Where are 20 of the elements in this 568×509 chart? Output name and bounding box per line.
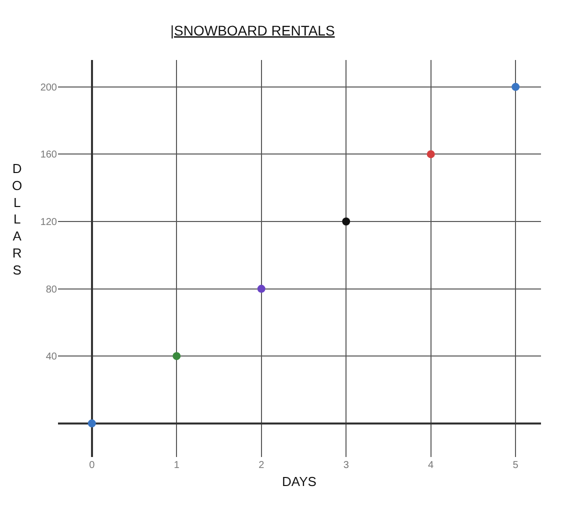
x-tick-label: 5 — [512, 460, 519, 471]
y-tick-label: 80 — [46, 284, 58, 296]
point — [88, 419, 96, 428]
x-tick-label: 0 — [89, 460, 96, 471]
y-tick-label: 160 — [40, 150, 58, 161]
x-axis-title: DAYS — [282, 474, 317, 489]
x-tick-label: 3 — [343, 460, 350, 471]
y-tick-label: 120 — [40, 216, 58, 228]
point — [426, 150, 435, 158]
point — [172, 352, 181, 360]
point — [342, 217, 350, 226]
x-tick-label: 2 — [258, 460, 265, 471]
x-tick-label: 4 — [428, 460, 434, 471]
point — [512, 82, 520, 91]
y-tick-label: 40 — [46, 352, 58, 363]
x-tick-label: 1 — [174, 460, 180, 471]
chart-title: |SNOWBOARD RENTALS — [170, 22, 335, 38]
y-axis-title: DOLLARS — [12, 161, 22, 278]
y-tick-label: 200 — [40, 82, 58, 94]
point — [257, 284, 266, 293]
